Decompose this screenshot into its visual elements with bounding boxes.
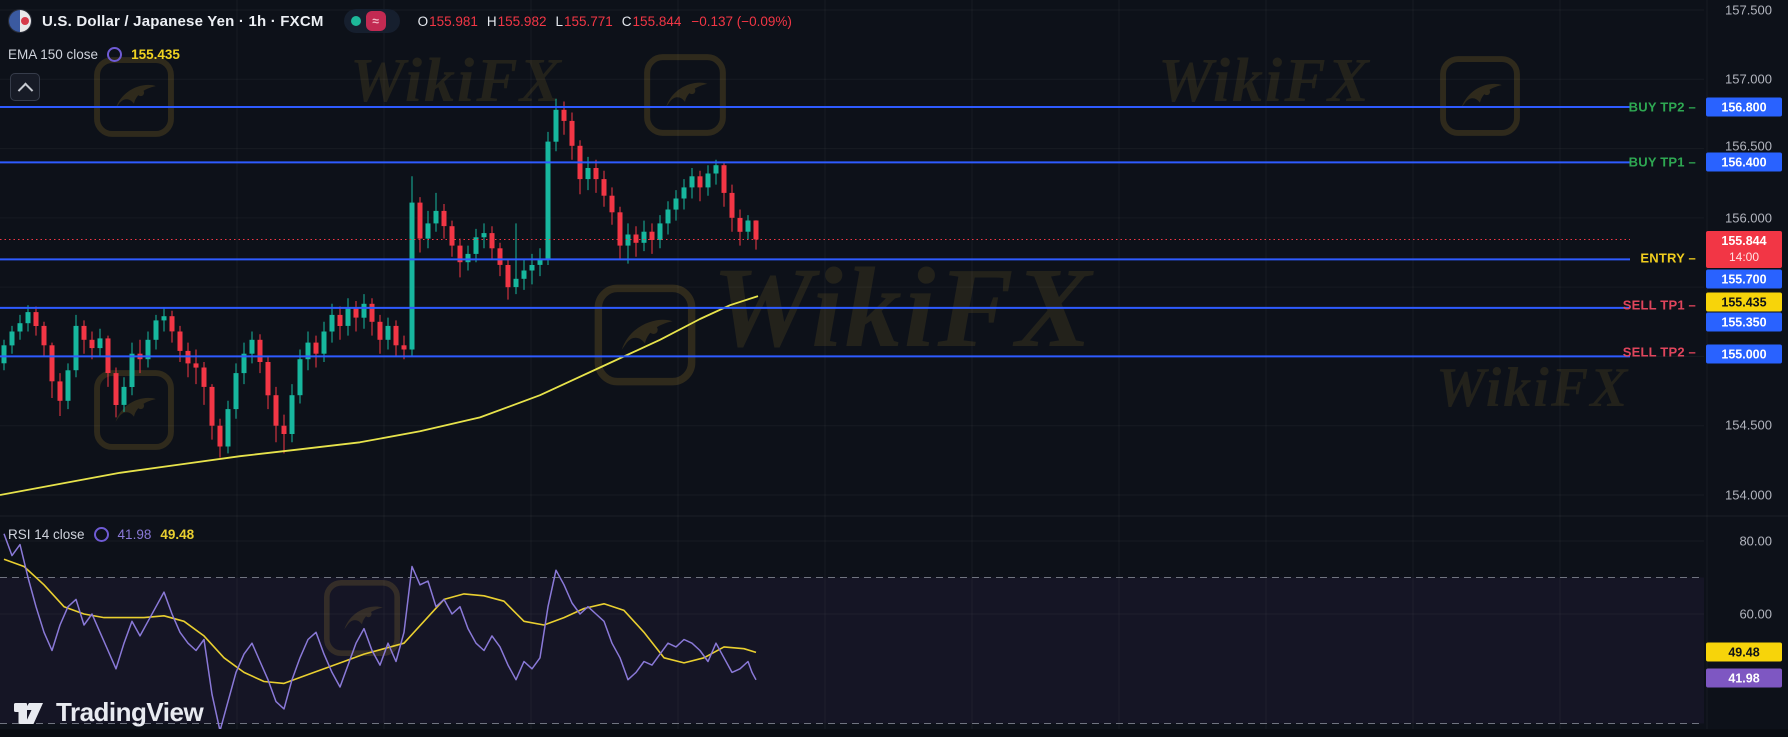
price-level-label: 49.48 [1706,642,1782,662]
usdjpy-flag-icon [8,9,32,33]
level-tag-sell-tp2[interactable]: SELL TP2 [1623,345,1696,360]
symbol-title[interactable]: U.S. Dollar / Japanese Yen · 1h · FXCM [42,12,324,30]
current-price-label: 155.844 14:00 [1706,231,1782,268]
level-tag-buy-tp1[interactable]: BUY TP1 [1629,155,1696,170]
rsi-indicator-row[interactable]: RSI 14 close 41.98 49.48 [8,524,194,544]
ema-indicator-label: EMA 150 close [8,46,99,62]
price-level-label: 155.435 [1706,292,1782,312]
rsi-value: 41.98 [117,526,152,542]
axis-tick: 156.000 [1725,210,1772,226]
open-value: 155.981 [429,13,478,29]
axis-tick: 154.500 [1725,417,1772,433]
current-price-value: 155.844 [1721,234,1767,249]
tradingview-logo-text: TradingView [56,697,204,727]
low-value: 155.771 [563,13,613,29]
tradingview-logo[interactable]: TradingView [14,697,204,728]
price-level-label: 155.000 [1706,344,1782,364]
rsi-indicator-label: RSI 14 close [8,526,85,542]
close-label: C [621,13,632,29]
axis-tick: 80.00 [1739,533,1772,549]
axis-tick: 154.000 [1725,487,1772,503]
market-status-pill[interactable]: ≈ [343,9,400,33]
axis-tick: 157.000 [1725,71,1772,87]
ema-indicator-row[interactable]: EMA 150 close 155.435 [8,44,180,64]
ohlc-readout: O155.981 H155.982 L155.771 C155.844 −0.1… [418,14,792,29]
tradingview-logo-icon [14,702,43,724]
collapse-indicators-button[interactable] [10,73,40,101]
price-level-label: 156.400 [1706,152,1782,172]
bottom-strip [0,729,1788,737]
axis-tick: 156.500 [1725,138,1772,154]
high-label: H [486,13,497,29]
level-tag-entry[interactable]: ENTRY [1640,251,1696,266]
low-label: L [555,13,563,29]
bar-countdown: 14:00 [1728,249,1760,264]
level-tag-sell-tp1[interactable]: SELL TP1 [1623,298,1696,313]
indicator-loading-icon [93,526,109,542]
price-level-label: 156.800 [1706,97,1782,117]
open-label: O [417,13,429,29]
level-tag-buy-tp2[interactable]: BUY TP2 [1629,100,1696,115]
price-level-label: 155.700 [1706,269,1782,289]
ema-value: 155.435 [131,46,180,62]
market-open-dot-icon [350,16,361,26]
price-level-label: 41.98 [1706,668,1782,688]
price-level-label: 155.350 [1706,312,1782,332]
chevron-up-icon [17,82,33,98]
high-value: 155.982 [497,13,547,29]
change-value: −0.137 (−0.09%) [691,13,792,29]
axis-tick: 60.00 [1739,606,1772,622]
axis-tick: 157.500 [1725,2,1772,18]
rsi-ma-value: 49.48 [160,526,195,542]
close-value: 155.844 [632,13,682,29]
symbol-header: U.S. Dollar / Japanese Yen · 1h · FXCM ≈… [8,8,792,34]
data-delay-icon: ≈ [365,11,386,31]
indicator-loading-icon [107,46,123,62]
